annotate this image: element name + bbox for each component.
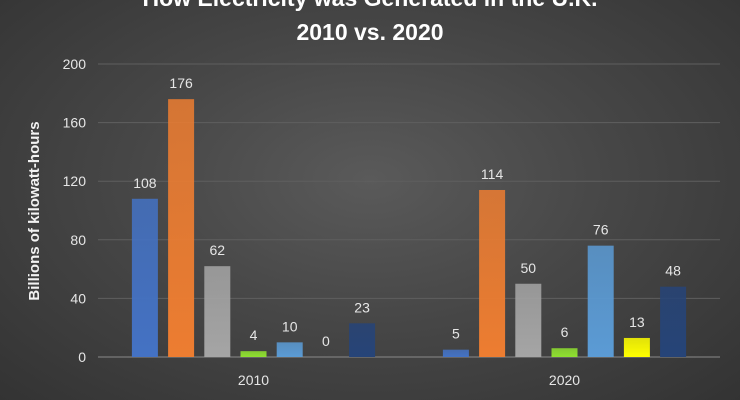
- bars: [131, 99, 687, 357]
- data-label: 13: [629, 314, 645, 330]
- bar: [479, 189, 506, 357]
- bar: [276, 342, 303, 357]
- data-label: 5: [452, 326, 460, 342]
- x-tick-label: 2020: [549, 372, 580, 388]
- bar: [660, 286, 687, 357]
- bar: [131, 198, 158, 357]
- data-label: 48: [665, 263, 681, 279]
- data-label: 6: [561, 324, 569, 340]
- bar: [168, 99, 195, 357]
- x-axis-ticks: 2010 2020: [238, 372, 580, 388]
- data-label: 50: [521, 260, 537, 276]
- y-tick-label: 160: [63, 115, 87, 131]
- bar: [204, 266, 231, 357]
- y-axis-title: Billions of kilowatt-hours: [26, 121, 43, 300]
- data-label: 62: [210, 242, 226, 258]
- chart-title: How Electricity was Generated in the U.K…: [142, 0, 597, 11]
- data-label: 114: [481, 166, 504, 182]
- data-label: 108: [133, 175, 157, 191]
- bar: [587, 245, 614, 357]
- data-labels: 108 176 62 4 10 0 23 5 114 50 6 76 13 48: [133, 75, 681, 349]
- x-tick-label: 2010: [238, 372, 269, 388]
- data-label: 23: [354, 299, 370, 315]
- y-tick-label: 0: [78, 349, 86, 365]
- bar: [551, 348, 578, 357]
- chart-subtitle: 2010 vs. 2020: [296, 19, 443, 45]
- y-tick-label: 80: [70, 232, 86, 248]
- data-label: 4: [250, 327, 258, 343]
- data-label: 76: [593, 222, 609, 238]
- y-axis-ticks: 0 40 80 120 160 200: [63, 56, 87, 365]
- data-label: 176: [169, 75, 193, 91]
- bar: [623, 337, 650, 357]
- y-tick-label: 200: [63, 56, 87, 72]
- gridlines: [98, 63, 720, 358]
- y-tick-label: 120: [63, 173, 87, 189]
- data-label: 0: [322, 333, 330, 349]
- bar: [240, 351, 267, 357]
- y-tick-label: 40: [70, 290, 86, 306]
- bar: [515, 283, 542, 357]
- bar: [442, 349, 469, 357]
- data-label: 10: [282, 318, 298, 334]
- bar: [349, 323, 376, 357]
